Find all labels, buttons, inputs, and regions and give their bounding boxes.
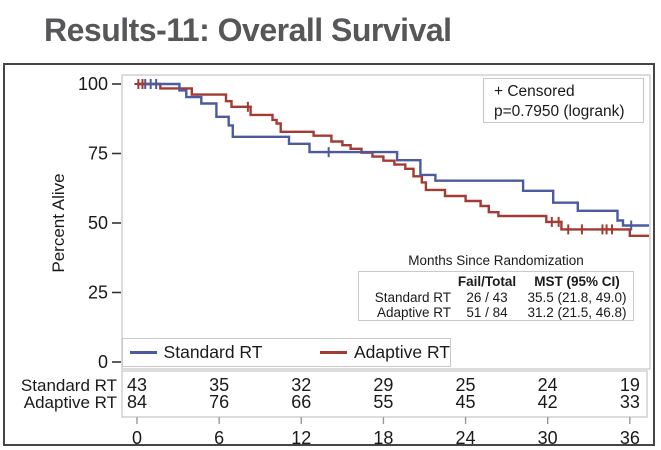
stats-row-adaptive: Adaptive RT 51 / 84 31.2 (21.5, 46.8) xyxy=(359,305,633,321)
stats-table: Fail/Total MST (95% CI) Standard RT 26 /… xyxy=(358,271,634,321)
stats-header-mst: MST (95% CI) xyxy=(534,274,620,289)
risk-count: 43 xyxy=(127,375,147,395)
standard-rt-line-swatch xyxy=(130,351,157,354)
x-tick-label: 0 xyxy=(132,428,142,448)
survival-curve-standard-rt xyxy=(137,82,649,227)
adaptive-rt-line-swatch xyxy=(320,351,347,354)
plot-area-border xyxy=(121,74,651,370)
survival-curve-adaptive-rt xyxy=(137,82,649,237)
slide-title: Results-11: Overall Survival xyxy=(44,12,452,48)
risk-count: 32 xyxy=(291,375,311,395)
stats-header-spacer xyxy=(359,274,451,290)
stats-row-mst: 31.2 (21.5, 46.8) xyxy=(527,305,627,320)
risk-row-label: Adaptive RT xyxy=(24,393,117,412)
stats-row-label: Standard RT xyxy=(374,289,451,305)
stats-row-label: Adaptive RT xyxy=(376,305,451,320)
risk-count: 19 xyxy=(620,375,640,395)
curve-legend: Standard RT Adaptive RT xyxy=(122,338,451,367)
risk-count: 25 xyxy=(456,375,476,395)
stats-row-mst: 35.5 (21.8, 49.0) xyxy=(527,289,627,305)
stats-header-fail: Fail/Total xyxy=(457,274,517,289)
y-tick-label: 75 xyxy=(88,144,108,164)
y-tick-label: 50 xyxy=(88,213,108,233)
x-tick-label: 36 xyxy=(620,428,640,448)
risk-count: 55 xyxy=(373,392,393,412)
risk-count: 45 xyxy=(456,392,476,412)
y-axis-title: Percent Alive xyxy=(49,173,68,272)
y-tick-label: 100 xyxy=(78,74,108,94)
risk-count: 24 xyxy=(538,375,558,395)
risk-count: 66 xyxy=(291,392,311,412)
risk-count: 35 xyxy=(209,375,229,395)
censored-annotation-box: + Censored p=0.7950 (logrank) xyxy=(483,78,644,123)
risk-row-label: Standard RT xyxy=(21,376,117,395)
risk-count: 76 xyxy=(209,392,229,412)
stats-row-standard: Standard RT 26 / 43 35.5 (21.8, 49.0) xyxy=(359,290,633,306)
x-tick-label: 30 xyxy=(538,428,558,448)
x-tick-label: 18 xyxy=(373,428,393,448)
x-tick-label: 24 xyxy=(456,428,476,448)
y-tick-label: 25 xyxy=(88,283,108,303)
y-tick-label: 0 xyxy=(98,352,108,372)
risk-table-border xyxy=(121,370,648,418)
figure-frame xyxy=(3,63,655,446)
pvalue-label: p=0.7950 (logrank) xyxy=(494,103,625,120)
x-axis-note: Months Since Randomization xyxy=(408,253,584,268)
stats-row-fail: 51 / 84 xyxy=(466,305,508,320)
x-tick-label: 6 xyxy=(214,428,224,448)
risk-count: 33 xyxy=(620,392,640,412)
risk-count: 84 xyxy=(127,392,147,412)
censored-label: + Censored xyxy=(494,83,575,100)
risk-count: 29 xyxy=(373,375,393,395)
stats-row-fail: 26 / 43 xyxy=(466,289,508,305)
x-tick-label: 12 xyxy=(291,428,311,448)
stats-header-row: Fail/Total MST (95% CI) xyxy=(359,274,633,290)
risk-count: 42 xyxy=(538,392,558,412)
legend-label-adaptive: Adaptive RT xyxy=(354,342,450,362)
legend-label-standard: Standard RT xyxy=(163,342,263,362)
